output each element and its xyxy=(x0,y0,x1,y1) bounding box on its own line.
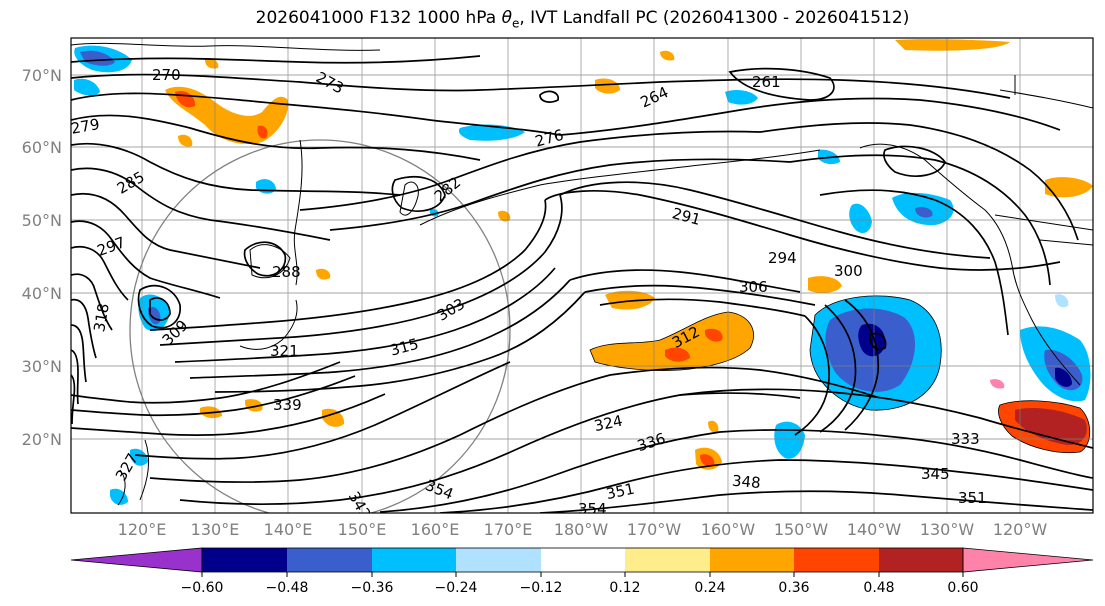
lon-label: 180°W xyxy=(554,520,609,539)
lat-label: 40°N xyxy=(22,284,62,303)
colorbar: −0.60 −0.48 −0.36 −0.24 −0.12 0.12 0.24 … xyxy=(70,547,1094,596)
colorbar-swatch xyxy=(625,548,710,572)
colorbar-tick-label: −0.60 xyxy=(181,580,224,596)
colorbar-tick-label: −0.48 xyxy=(266,580,309,596)
lat-label: 20°N xyxy=(22,430,62,449)
colorbar-swatch xyxy=(287,548,372,572)
contour-label: 348 xyxy=(731,472,761,492)
colorbar-tick-label: −0.36 xyxy=(351,580,394,596)
contour-label: 318 xyxy=(90,302,113,333)
lon-label: 150°W xyxy=(774,520,829,539)
colorbar-tick-label: 0.12 xyxy=(609,580,640,596)
lon-label: 160°W xyxy=(701,520,756,539)
colorbar-extend-high xyxy=(962,547,1094,573)
contour-label: 324 xyxy=(592,412,624,436)
contour-label: 321 xyxy=(270,342,299,360)
map-frame xyxy=(70,37,1094,514)
colorbar-swatch xyxy=(372,548,456,572)
lon-label: 140°W xyxy=(847,520,902,539)
lat-label: 60°N xyxy=(22,138,62,157)
lat-label: 30°N xyxy=(22,357,62,376)
map-title: 2026041000 F132 1000 hPa θe, IVT Landfal… xyxy=(255,8,910,31)
lon-label: 160°E xyxy=(411,520,460,539)
colorbar-tick-label: 0.48 xyxy=(863,580,894,596)
coastlines xyxy=(71,42,1093,506)
latitude-labels: 70°N 60°N 50°N 40°N 30°N 20°N xyxy=(22,66,62,449)
contour-label: 351 xyxy=(604,480,636,504)
contour-label: 354 xyxy=(578,500,607,518)
colorbar-extend-low xyxy=(70,547,203,573)
lon-label: 120°W xyxy=(993,520,1048,539)
colorbar-swatch xyxy=(202,548,287,572)
contour-label: 300 xyxy=(834,262,863,280)
graticule xyxy=(71,38,1093,513)
contour-label: 306 xyxy=(739,278,768,296)
contour-label: 279 xyxy=(70,115,101,138)
contour-label: 345 xyxy=(921,465,950,483)
colorbar-swatch xyxy=(541,548,625,572)
lon-label: 130°E xyxy=(191,520,240,539)
anomaly-shading xyxy=(74,39,1093,505)
colorbar-swatch xyxy=(879,548,963,572)
colorbar-swatch xyxy=(710,548,794,572)
colorbar-tick-label: 0.60 xyxy=(947,580,978,596)
lon-label: 150°E xyxy=(338,520,387,539)
colorbar-swatch xyxy=(456,548,541,572)
contour-label: 294 xyxy=(768,249,797,267)
colorbar-tick-label: 0.24 xyxy=(694,580,725,596)
longitude-labels: 120°E 130°E 140°E 150°E 160°E 170°E 180°… xyxy=(118,520,1048,539)
contour-label: 270 xyxy=(152,66,181,84)
colorbar-tick-label: 0.36 xyxy=(778,580,809,596)
range-ring xyxy=(129,139,511,513)
lon-label: 130°W xyxy=(920,520,975,539)
lat-label: 70°N xyxy=(22,66,62,85)
lon-label: 120°E xyxy=(118,520,167,539)
contour-label: 339 xyxy=(273,396,302,414)
lon-label: 170°E xyxy=(484,520,533,539)
contour-label: 351 xyxy=(958,489,987,507)
contour-label: 288 xyxy=(272,263,301,281)
colorbar-tick-label: −0.12 xyxy=(520,580,563,596)
colorbar-swatch xyxy=(794,548,879,572)
lat-label: 50°N xyxy=(22,211,62,230)
lon-label: 170°W xyxy=(627,520,682,539)
contour-label: 261 xyxy=(752,73,781,91)
theta-e-contours xyxy=(71,55,1093,513)
contour-label: 333 xyxy=(951,430,980,448)
lon-label: 140°E xyxy=(264,520,313,539)
colorbar-tick-label: −0.24 xyxy=(435,580,478,596)
